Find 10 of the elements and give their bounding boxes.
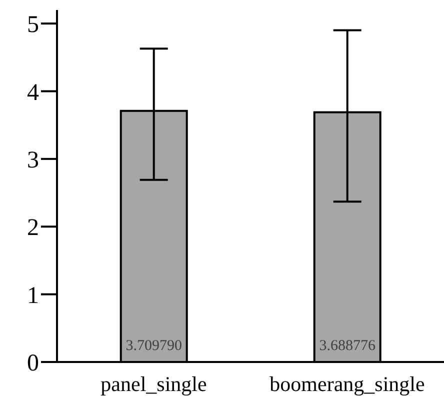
y-tick-label: 0 [27,350,39,377]
y-tick-label: 1 [27,282,39,309]
data-label: 3.688776 [319,338,376,354]
y-tick-label: 2 [27,215,39,242]
x-tick-label: panel_single [100,372,207,396]
y-tick-label: 5 [27,12,39,38]
y-tick-label: 3 [27,147,39,174]
x-tick-label: boomerang_single [270,372,425,396]
y-tick-label: 4 [27,80,39,106]
data-label: 3.709790 [126,338,182,354]
